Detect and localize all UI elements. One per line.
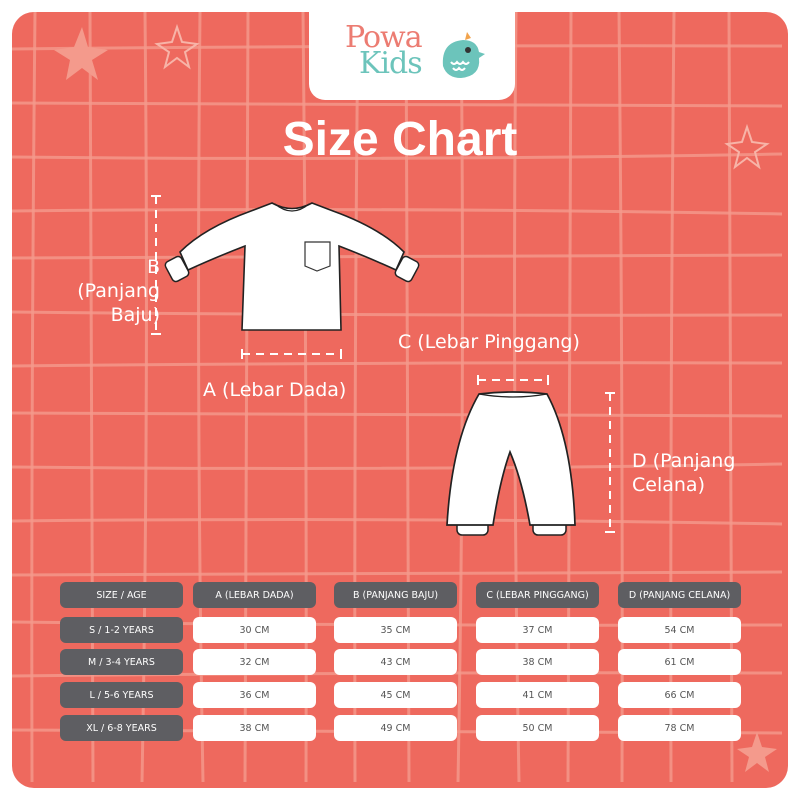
- grid-line: [12, 101, 783, 108]
- measurement-cell: 78 CM: [618, 715, 741, 741]
- size-label-cell: S / 1-2 YEARS: [60, 617, 183, 643]
- table-header-cell: C (LEBAR PINGGANG): [476, 582, 599, 608]
- grid-line: [12, 570, 783, 577]
- measurement-cell: 54 CM: [618, 617, 741, 643]
- table-header-cell: B (PANJANG BAJU): [334, 582, 457, 608]
- measurement-cell: 30 CM: [193, 617, 316, 643]
- page-title: Size Chart: [282, 113, 518, 166]
- table-header-cell: A (LEBAR DADA): [193, 582, 316, 608]
- measurement-cell: 66 CM: [618, 682, 741, 708]
- measurement-cell: 37 CM: [476, 617, 599, 643]
- measurement-cell: 38 CM: [193, 715, 316, 741]
- measurement-cell: 38 CM: [476, 649, 599, 675]
- brand-logo: Powa Kids: [309, 12, 515, 100]
- grid-line: [12, 411, 783, 418]
- pants-illustration: [446, 375, 615, 536]
- grid-line: [12, 518, 783, 526]
- shirt-illustration: [151, 195, 420, 359]
- label-d-panjang-celana: D (Panjang Celana): [632, 450, 736, 496]
- grid-line: [12, 152, 783, 160]
- grid-line: [30, 12, 37, 783]
- size-label-cell: M / 3-4 YEARS: [60, 649, 183, 675]
- size-label-cell: L / 5-6 YEARS: [60, 682, 183, 708]
- label-b-panjang-baju: B (Panjang Baju): [77, 256, 160, 326]
- measurement-cell: 50 CM: [476, 715, 599, 741]
- label-a-lebar-dada: A (Lebar Dada): [203, 379, 347, 401]
- measurement-cell: 49 CM: [334, 715, 457, 741]
- measurement-cell: 61 CM: [618, 649, 741, 675]
- star-decorations: [54, 23, 777, 772]
- grid-line: [12, 310, 783, 317]
- measurement-cell: 35 CM: [334, 617, 457, 643]
- grid-line: [12, 208, 783, 216]
- measurement-cell: 41 CM: [476, 682, 599, 708]
- table-header-cell: SIZE / AGE: [60, 582, 183, 608]
- grid-line: [12, 361, 783, 368]
- size-chart-panel: Powa Kids Size Chart B (Panjang Baju) A …: [12, 12, 788, 788]
- bird-logo-icon: [442, 32, 485, 78]
- measurement-cell: 43 CM: [334, 649, 457, 675]
- measurement-cell: 32 CM: [193, 649, 316, 675]
- table-header-cell: D (PANJANG CELANA): [618, 582, 741, 608]
- grid-line: [12, 462, 783, 470]
- size-label-cell: XL / 6-8 YEARS: [60, 715, 183, 741]
- measurement-cell: 45 CM: [334, 682, 457, 708]
- label-c-lebar-pinggang: C (Lebar Pinggang): [398, 331, 580, 353]
- measurement-cell: 36 CM: [193, 682, 316, 708]
- logo-text-powa: Powa: [345, 20, 423, 55]
- logo-text-kids: Kids: [359, 46, 423, 81]
